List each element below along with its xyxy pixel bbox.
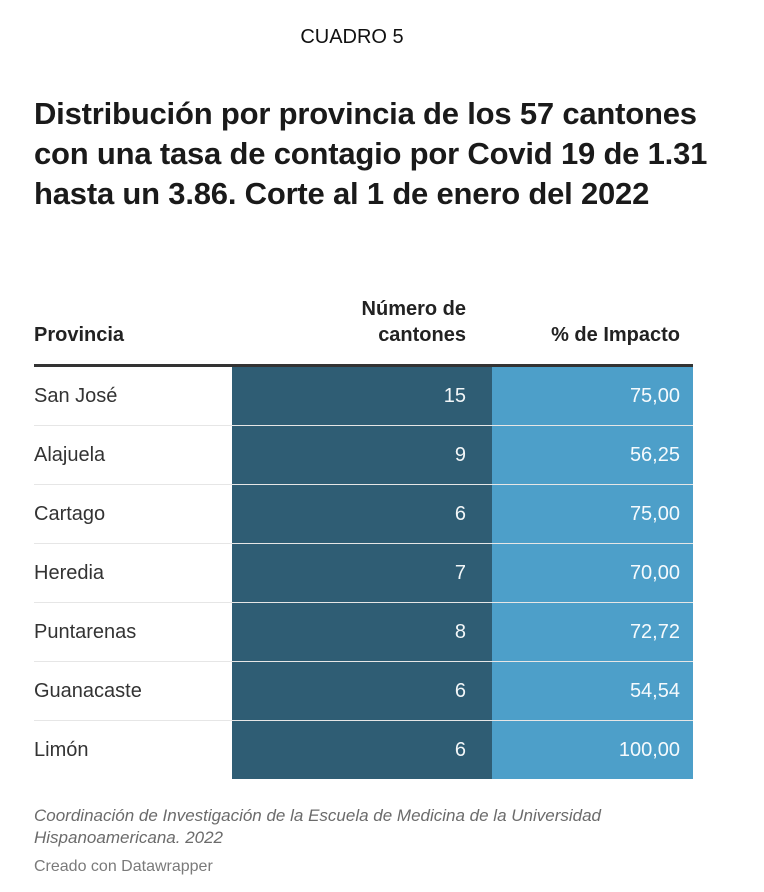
- cell-cantones: 9: [232, 426, 492, 484]
- cell-impacto: 75,00: [492, 367, 693, 425]
- cell-cantones: 6: [232, 662, 492, 720]
- data-table: Provincia Número de cantones % de Impact…: [34, 294, 693, 779]
- cell-provincia: Limón: [34, 739, 89, 761]
- cell-cantones: 15: [232, 367, 492, 425]
- chart-title: Distribución por provincia de los 57 can…: [34, 96, 708, 211]
- table-row: Heredia 7 70,00: [34, 544, 693, 603]
- table-row: Guanacaste 6 54,54: [34, 662, 693, 721]
- cell-impacto: 72,72: [492, 603, 693, 661]
- table-row: Cartago 6 75,00: [34, 485, 693, 544]
- cell-cantones: 8: [232, 603, 492, 661]
- table-body: San José 15 75,00 Alajuela 9 56,25 Cartago 6 75,…: [34, 367, 693, 779]
- cell-impacto: 70,00: [492, 544, 693, 602]
- header-provincia: Provincia: [34, 324, 125, 346]
- cell-provincia: San José: [34, 385, 118, 407]
- header-cantones-line-2: cantones: [378, 324, 466, 346]
- cell-cantones: 7: [232, 544, 492, 602]
- cell-cantones: 6: [232, 721, 492, 779]
- cell-impacto: 54,54: [492, 662, 693, 720]
- table-row: Puntarenas 8 72,72: [34, 603, 693, 662]
- cell-impacto: 100,00: [492, 721, 693, 779]
- cell-provincia: Alajuela: [34, 444, 106, 466]
- cell-impacto: 56,25: [492, 426, 693, 484]
- source-note: Coordinación de Investigación de la Escu…: [34, 806, 602, 847]
- datawrapper-credit: Creado con Datawrapper: [34, 858, 213, 875]
- cell-cantones: 6: [232, 485, 492, 543]
- cell-provincia: Heredia: [34, 562, 105, 584]
- cell-provincia: Puntarenas: [34, 621, 137, 643]
- header-numero-cantones: Número de cantones: [232, 296, 466, 348]
- table-header: Provincia Número de cantones % de Impact…: [34, 294, 693, 367]
- table-row: Alajuela 9 56,25: [34, 426, 693, 485]
- header-impacto: % de Impacto: [551, 324, 680, 346]
- chart-label: CUADRO 5: [300, 26, 404, 48]
- cell-impacto: 75,00: [492, 485, 693, 543]
- header-cantones-line-1: Número de: [361, 298, 466, 320]
- cell-provincia: Guanacaste: [34, 680, 142, 702]
- cell-provincia: Cartago: [34, 503, 106, 525]
- table-row: Limón 6 100,00: [34, 721, 693, 779]
- table-row: San José 15 75,00: [34, 367, 693, 426]
